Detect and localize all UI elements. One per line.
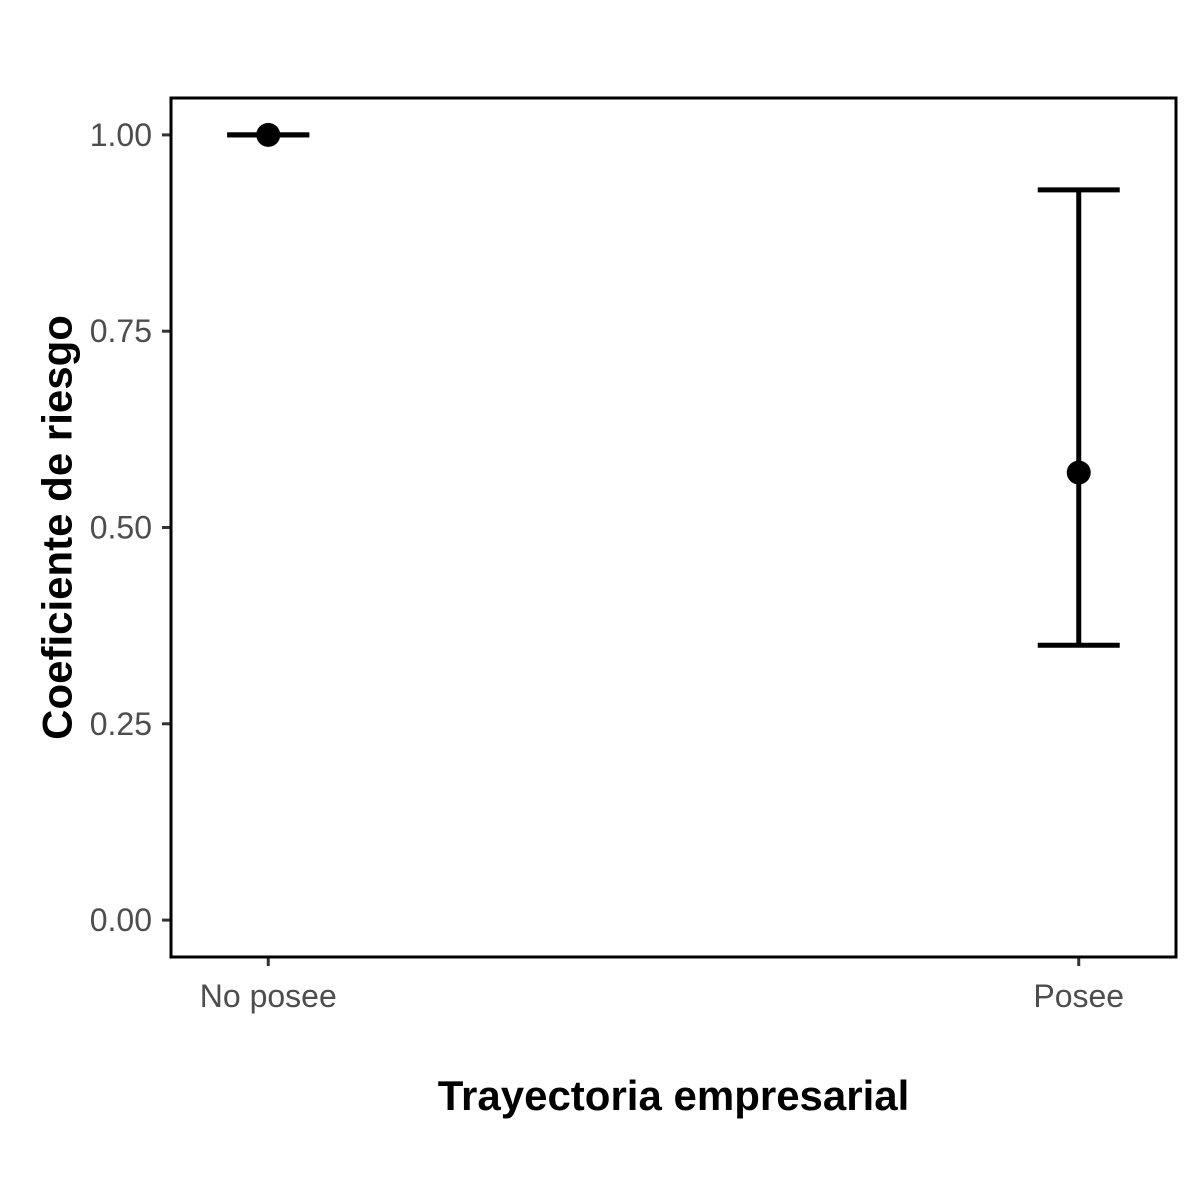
x-tick-label: Posee [1033, 978, 1124, 1014]
plot-panel-border [169, 96, 1178, 959]
y-tick-label: 0.50 [90, 510, 152, 546]
data-point [1066, 460, 1091, 485]
y-axis: 0.00 0.25 0.50 0.75 1.00 [90, 117, 171, 938]
x-tick-label: No posee [200, 978, 337, 1014]
y-tick-label: 0.75 [90, 313, 152, 349]
x-axis: No posee Posee [200, 957, 1124, 1014]
data-point [256, 122, 281, 147]
data-marks [227, 122, 1120, 648]
y-tick-label: 0.25 [90, 706, 152, 742]
x-axis-title: Trayectoria empresarial [438, 1072, 910, 1119]
y-tick-label: 0.00 [90, 902, 152, 938]
y-axis-title: Coeficiente de riesgo [34, 315, 81, 740]
y-tick-label: 1.00 [90, 117, 152, 153]
